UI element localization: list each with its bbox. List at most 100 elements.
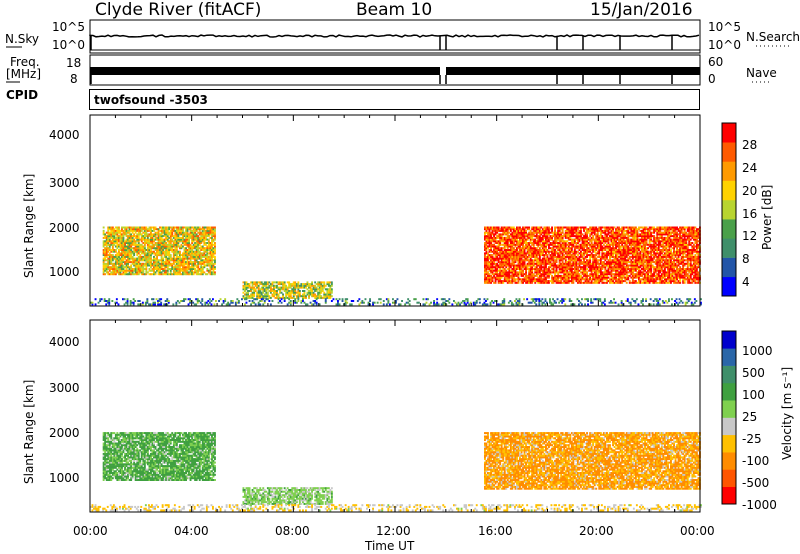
power-cell (560, 252, 563, 255)
power-cell (197, 236, 200, 239)
power-cell (145, 273, 148, 276)
power-cell (505, 238, 508, 241)
power-cell (166, 233, 169, 236)
power-cell (291, 290, 294, 292)
power-cell (520, 242, 523, 244)
power-cell (516, 252, 518, 255)
power-cell (619, 268, 622, 270)
power-cell (201, 268, 204, 270)
power-cell (596, 235, 599, 238)
power-cell (111, 238, 114, 241)
power-cell (618, 266, 621, 269)
power-cell (549, 250, 552, 253)
power-cell (525, 240, 527, 243)
power-cell (573, 252, 576, 255)
power-cell (532, 264, 535, 267)
power-cell (577, 240, 579, 243)
power-cell (517, 255, 520, 258)
power-cell (166, 254, 169, 257)
power-cell (578, 236, 581, 239)
power-cell (488, 273, 491, 276)
power-cell (150, 231, 152, 234)
power-cell (590, 238, 593, 241)
power-cell (277, 281, 280, 284)
power-cell (253, 295, 256, 298)
power-cell (592, 264, 595, 267)
power-cell (561, 254, 564, 257)
power-cell (156, 233, 158, 236)
power-cell (560, 240, 563, 243)
power-cell (146, 255, 149, 258)
power-cell (194, 233, 197, 236)
power-cell (169, 229, 172, 232)
power-cell (602, 271, 605, 274)
power-cell (534, 266, 537, 269)
power-cell (124, 269, 126, 272)
power-cell (192, 262, 195, 265)
power-cell (248, 290, 251, 292)
power-cell (587, 238, 590, 241)
power-cell (280, 283, 283, 286)
power-cell (197, 264, 200, 267)
power-cell (128, 254, 131, 257)
power-cell (604, 273, 607, 276)
power-cell (511, 264, 514, 267)
power-cell (127, 238, 129, 241)
power-cell (616, 255, 619, 258)
power-cell (485, 281, 488, 284)
power-cell (546, 280, 549, 283)
power-cell (618, 235, 621, 238)
power-cell (609, 247, 611, 250)
power-cell (185, 235, 187, 238)
power-cell (572, 229, 575, 232)
power-cell (587, 262, 590, 265)
power-cell (627, 268, 630, 270)
power-cell (191, 252, 194, 255)
power-cell (250, 281, 252, 284)
power-cell (174, 269, 177, 272)
power-cell (634, 242, 637, 244)
power-cell (560, 233, 563, 236)
power-cell (154, 233, 157, 236)
power-cell (506, 261, 509, 264)
power-cell (540, 233, 543, 236)
power-cell (139, 269, 142, 272)
power-cell (137, 229, 140, 232)
power-cell (194, 250, 197, 253)
power-cell (598, 278, 601, 281)
power-cell (188, 266, 190, 269)
power-cell (593, 261, 596, 264)
power-cell (549, 280, 552, 283)
power-cell (526, 266, 529, 269)
power-cell (549, 264, 552, 267)
power-cell (625, 269, 628, 272)
power-cell (609, 262, 611, 265)
power-cell (516, 236, 518, 239)
power-cell (523, 229, 526, 232)
power-cell (525, 274, 527, 277)
power-cell (487, 238, 489, 241)
power-cell (294, 286, 297, 289)
power-cell (165, 259, 168, 262)
power-cell (500, 238, 503, 241)
power-cell (609, 264, 611, 267)
power-cell (125, 242, 128, 244)
power-cell (159, 271, 161, 274)
power-cell (127, 229, 129, 232)
power-cell (545, 280, 547, 283)
power-cell (534, 240, 537, 243)
power-cell (517, 264, 520, 267)
power-cell (602, 254, 605, 257)
power-cell (160, 259, 163, 262)
power-cell (197, 242, 200, 244)
power-cell (146, 249, 149, 251)
power-cell (535, 261, 538, 264)
power-cell (589, 228, 592, 231)
power-cell (595, 226, 598, 229)
power-cell (311, 284, 313, 287)
power-cell (104, 273, 107, 276)
power-cell (131, 235, 134, 238)
power-cell (191, 229, 194, 232)
power-cell (531, 262, 534, 265)
power-cell (569, 228, 572, 231)
